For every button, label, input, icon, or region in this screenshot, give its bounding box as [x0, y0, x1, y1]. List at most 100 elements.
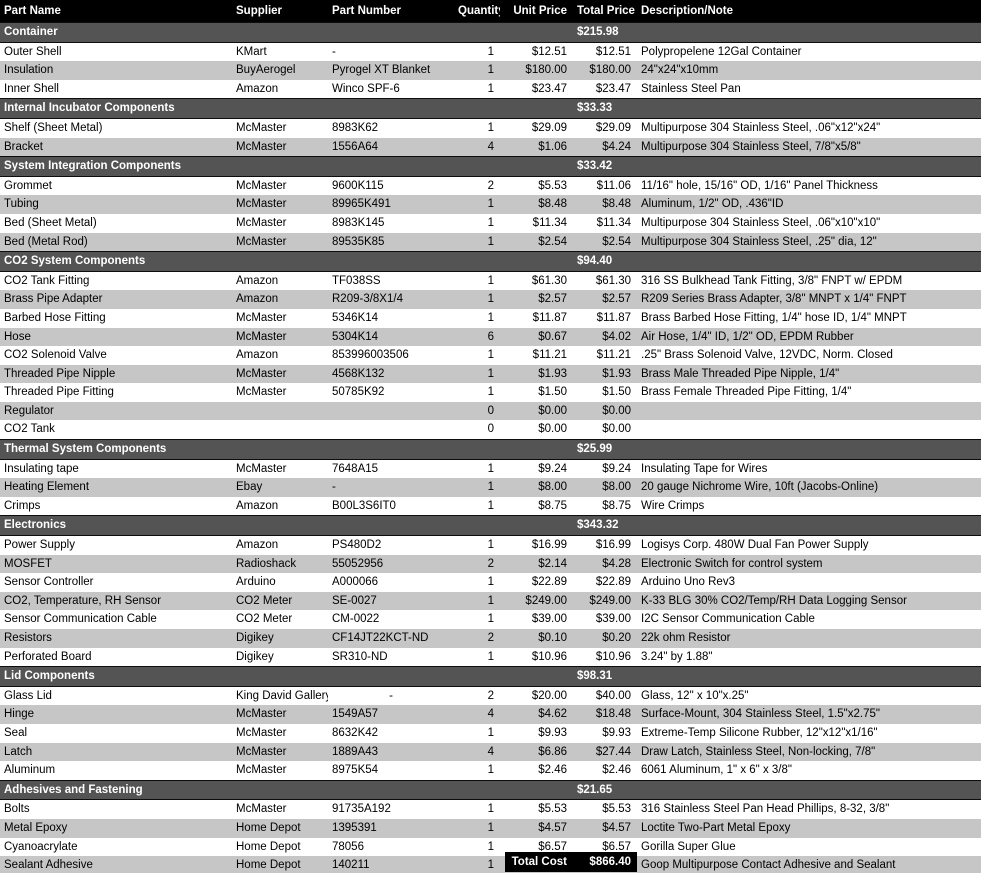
table-row[interactable]: Perforated Board Digikey SR310-ND 1 $10.96 $1… — [0, 647, 981, 668]
table-row[interactable]: Grommet McMaster 9600K115 2 $5.53 $11.06 11/16… — [0, 176, 981, 196]
cell-part-number: 89965K491 — [328, 195, 454, 214]
section-header-row[interactable]: System Integration Components $33.42 — [0, 156, 981, 177]
cell-unit-price: $5.53 — [500, 799, 573, 819]
cell-part-number: 853996003506 — [328, 346, 454, 365]
cell-quantity: 1 — [454, 290, 500, 309]
table-row[interactable]: Threaded Pipe Fitting McMaster 50785K92 1 $1… — [0, 383, 981, 402]
cell-part-name: CO2 Tank — [0, 420, 232, 441]
cell-part-number: 5346K14 — [328, 308, 454, 328]
cell-description: Arduino Uno Rev3 — [637, 573, 981, 592]
cell-description: 316 SS Bulkhead Tank Fitting, 3/8" FNPT … — [637, 271, 981, 291]
section-header-row[interactable]: Internal Incubator Components $33.33 — [0, 98, 981, 119]
table-row[interactable]: Glass Lid King David Gallery -2 $20.00 $40.0… — [0, 686, 981, 706]
table-row[interactable]: Heating Element Ebay -1 $8.00 $8.00 20 gauge … — [0, 478, 981, 497]
table-row[interactable]: Tubing McMaster 89965K491 1 $8.48 $8.48 Alumin… — [0, 195, 981, 214]
cell-total-price: $5.53 — [573, 799, 637, 819]
table-row[interactable]: Aluminum McMaster 8975K54 1 $2.46 $2.46 6061 A… — [0, 761, 981, 781]
table-row[interactable]: Shelf (Sheet Metal) McMaster 8983K62 1 $29.0… — [0, 118, 981, 138]
table-row[interactable]: Power Supply Amazon PS480D2 1 $16.99 $16.99 Lo… — [0, 535, 981, 555]
cell-part-name: Crimps — [0, 496, 232, 517]
cell-supplier: Ebay — [232, 478, 328, 497]
cell-quantity: 1 — [454, 459, 500, 479]
table-row[interactable]: CO2 Solenoid Valve Amazon 853996003506 1 $11… — [0, 346, 981, 365]
table-row[interactable]: Barbed Hose Fitting McMaster 5346K14 1 $11.8… — [0, 308, 981, 328]
cell-supplier: McMaster — [232, 723, 328, 743]
cell-part-number: 50785K92 — [328, 383, 454, 402]
column-header-total-price[interactable]: Total Price — [573, 0, 637, 23]
table-row[interactable]: Hose McMaster 5304K14 6 $0.67 $4.02 Air Hose, … — [0, 327, 981, 347]
section-header-row[interactable]: Container $215.98 — [0, 22, 981, 43]
cell-quantity: 1 — [454, 573, 500, 592]
cell-total-price: $16.99 — [573, 535, 637, 555]
cell-part-name: Bracket — [0, 137, 232, 158]
section-subtotal: $98.31 — [573, 666, 981, 687]
section-header-row[interactable]: CO2 System Components $94.40 — [0, 251, 981, 272]
table-row[interactable]: Bracket McMaster 1556A64 4 $1.06 $4.24 Multipu… — [0, 137, 981, 158]
cell-description: 316 Stainless Steel Pan Head Phillips, 8… — [637, 799, 981, 819]
column-header-part-name[interactable]: Part Name — [0, 0, 232, 23]
table-row[interactable]: Cyanoacrylate Home Depot 78056 1 $6.57 $6.57 G… — [0, 837, 981, 857]
table-row[interactable]: Sensor Controller Arduino A000066 1 $22.89 $2… — [0, 573, 981, 592]
cell-quantity: 1 — [454, 42, 500, 62]
table-row[interactable]: Resistors Digikey CF14JT22KCT-ND 2 $0.10 $0.2… — [0, 629, 981, 648]
cell-supplier — [232, 401, 328, 421]
cell-total-price: $1.50 — [573, 383, 637, 402]
cell-description: Multipurpose 304 Stainless Steel, .06"x1… — [637, 213, 981, 233]
cell-total-price: $0.20 — [573, 629, 637, 648]
table-row[interactable]: Inner Shell Amazon Winco SPF-6 1 $23.47 $23.4… — [0, 79, 981, 100]
table-row[interactable]: Insulation BuyAerogel Pyrogel XT Blanket 1 $… — [0, 61, 981, 80]
cell-total-price: $180.00 — [573, 61, 637, 80]
cell-supplier: McMaster — [232, 799, 328, 819]
table-row[interactable]: Threaded Pipe Nipple McMaster 4568K132 1 $1.… — [0, 364, 981, 384]
cell-part-number: - — [328, 478, 454, 497]
table-row[interactable]: Bed (Metal Rod) McMaster 89535K85 1 $2.54 $2.… — [0, 232, 981, 253]
section-spacer-unitprice — [500, 251, 573, 272]
cell-part-name: Power Supply — [0, 535, 232, 555]
cell-supplier: BuyAerogel — [232, 61, 328, 80]
table-row[interactable]: Hinge McMaster 1549A57 4 $4.62 $18.48 Surface-… — [0, 705, 981, 724]
cell-total-price: $11.21 — [573, 346, 637, 365]
section-header-row[interactable]: Thermal System Components $25.99 — [0, 439, 981, 460]
table-row[interactable]: Regulator 0 $0.00 $0.00 — [0, 401, 981, 421]
cell-part-name: Seal — [0, 723, 232, 743]
cell-total-price: $23.47 — [573, 79, 637, 100]
table-row[interactable]: CO2 Tank Fitting Amazon TF038SS 1 $61.30 $61.… — [0, 271, 981, 291]
column-header-description[interactable]: Description/Note — [637, 0, 981, 23]
table-row[interactable]: Metal Epoxy Home Depot 1395391 1 $4.57 $4.57 L… — [0, 818, 981, 838]
table-row[interactable]: Insulating tape McMaster 7648A15 1 $9.24 $9.2… — [0, 459, 981, 479]
table-row[interactable]: Sensor Communication Cable CO2 Meter CM-00… — [0, 610, 981, 629]
cell-description: Loctite Two-Part Metal Epoxy — [637, 818, 981, 838]
cell-total-price: $39.00 — [573, 610, 637, 629]
table-row[interactable]: CO2 Tank 0 $0.00 $0.00 — [0, 420, 981, 441]
table-row[interactable]: Seal McMaster 8632K42 1 $9.93 $9.93 Extreme-Te… — [0, 723, 981, 743]
table-row[interactable]: Crimps Amazon B00L3S6IT0 1 $8.75 $8.75 Wire Cr… — [0, 496, 981, 517]
section-header-row[interactable]: Electronics $343.32 — [0, 515, 981, 537]
cell-total-price: $9.24 — [573, 459, 637, 479]
table-row[interactable]: Brass Pipe Adapter Amazon R209-3/8X1/4 1 $2.… — [0, 290, 981, 309]
table-row[interactable]: CO2, Temperature, RH Sensor CO2 Meter SE-0… — [0, 591, 981, 611]
cell-total-price: $40.00 — [573, 686, 637, 706]
section-header-row[interactable]: Lid Components $98.31 — [0, 666, 981, 687]
cell-supplier: Home Depot — [232, 856, 328, 873]
table-row[interactable]: Latch McMaster 1889A43 4 $6.86 $27.44 Draw Lat… — [0, 742, 981, 762]
table-row[interactable]: Bed (Sheet Metal) McMaster 8983K145 1 $11.34… — [0, 213, 981, 233]
table-row[interactable]: MOSFET Radioshack 55052956 2 $2.14 $4.28 Elect… — [0, 554, 981, 574]
cell-quantity: 4 — [454, 705, 500, 724]
column-header-unit-price[interactable]: Unit Price — [500, 0, 573, 23]
table-row[interactable]: Bolts McMaster 91735A192 1 $5.53 $5.53 316 Sta… — [0, 799, 981, 819]
column-header-quantity[interactable]: Quantity — [454, 0, 500, 23]
cell-part-number: 4568K132 — [328, 364, 454, 384]
section-name: Internal Incubator Components — [0, 98, 232, 119]
column-header-part-number[interactable]: Part Number — [328, 0, 454, 23]
cell-supplier: McMaster — [232, 742, 328, 762]
cell-unit-price: $6.57 — [500, 837, 573, 857]
column-header-supplier[interactable]: Supplier — [232, 0, 328, 23]
cell-part-number: 55052956 — [328, 554, 454, 574]
section-header-row[interactable]: Adhesives and Fastening $21.65 — [0, 779, 981, 801]
cell-unit-price: $249.00 — [500, 591, 573, 611]
cell-total-price: $249.00 — [573, 591, 637, 611]
section-spacer-supplier — [232, 156, 328, 177]
table-row[interactable]: Outer Shell KMart -1 $12.51 $12.51 Polypropel… — [0, 42, 981, 62]
